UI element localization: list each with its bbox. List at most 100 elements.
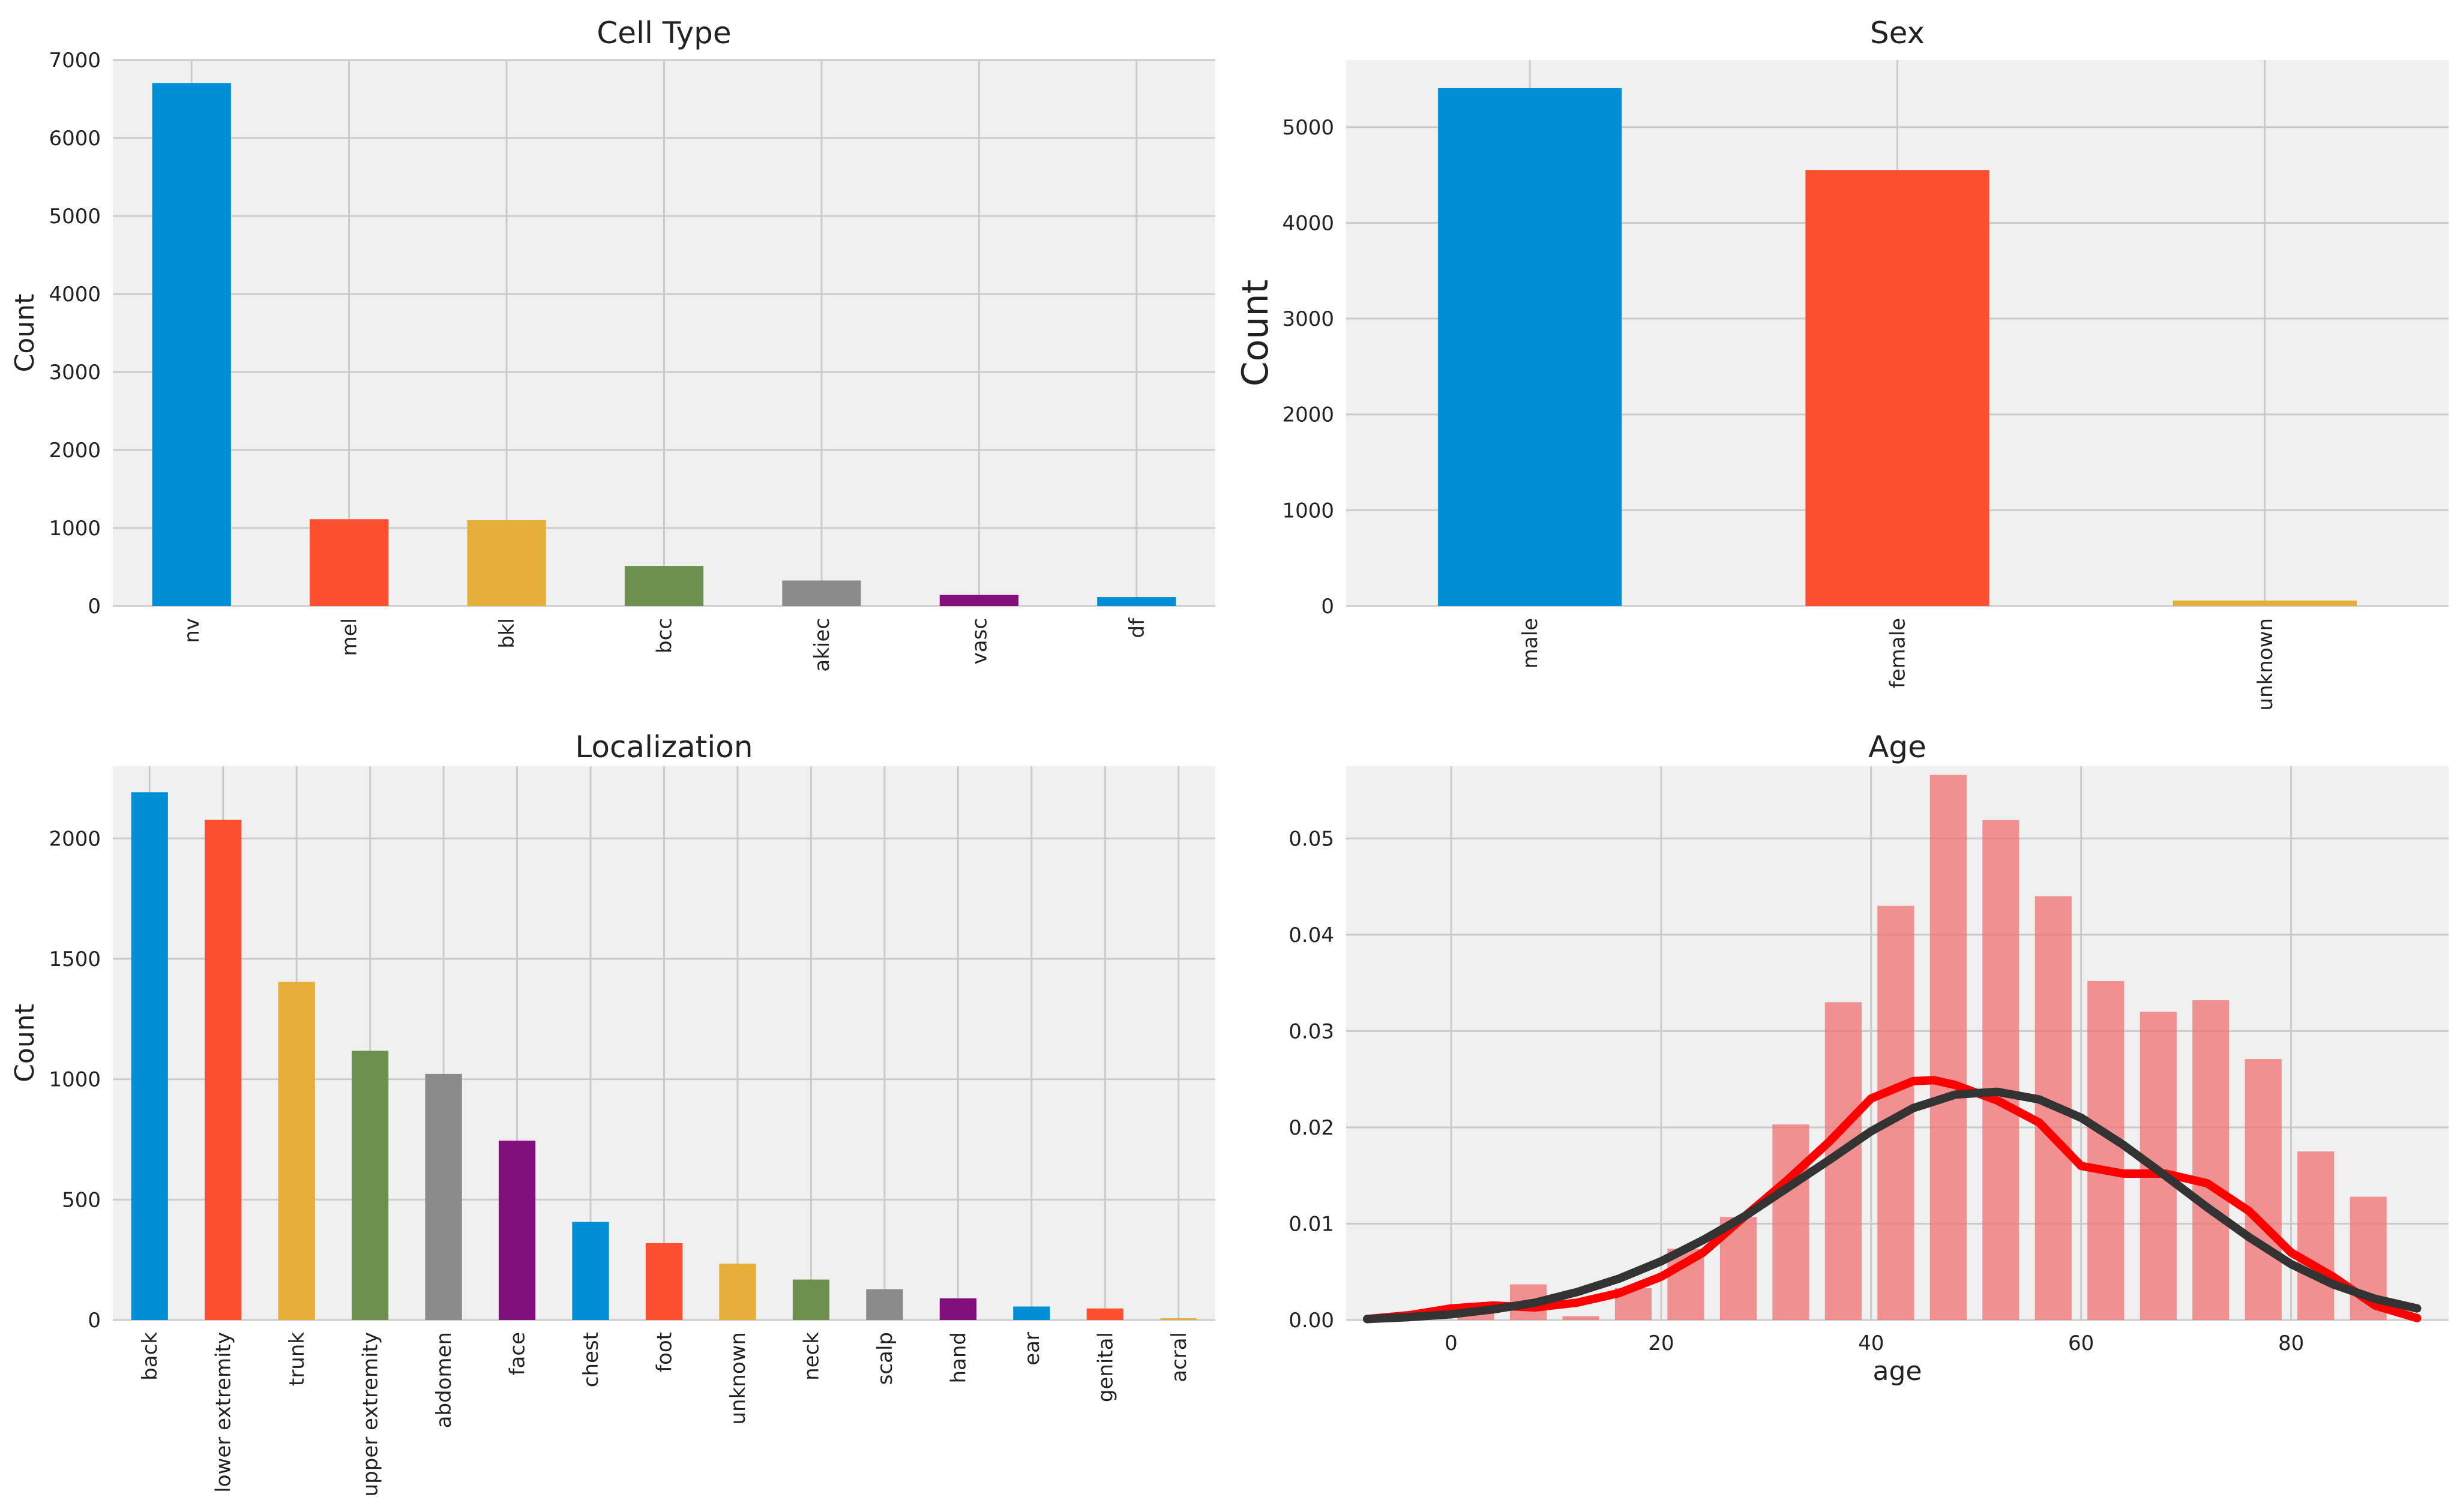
y-tick-label: 2000 <box>49 827 101 851</box>
y-tick-label: 0.01 <box>1289 1212 1334 1236</box>
x-tick-label: bkl <box>495 618 519 649</box>
bar-mel <box>310 519 389 606</box>
x-tick-label: unknown <box>2254 618 2278 711</box>
bar-abdomen <box>425 1073 462 1320</box>
bar-female <box>1805 170 1989 606</box>
histogram-bar <box>1562 1316 1599 1320</box>
x-tick-label: bcc <box>653 618 677 653</box>
bar-bkl <box>467 520 546 606</box>
bar-hand <box>939 1298 976 1320</box>
histogram-bar <box>2297 1151 2335 1320</box>
bar-foot <box>645 1243 683 1320</box>
bar-vasc <box>939 595 1018 606</box>
bar-akiec <box>782 580 861 606</box>
bar-bcc <box>624 566 704 606</box>
y-tick-label: 4000 <box>49 283 101 307</box>
y-tick-label: 7000 <box>49 49 101 73</box>
bar-unknown <box>719 1264 756 1320</box>
bar-back <box>131 792 168 1320</box>
x-tick-label: 0 <box>1445 1331 1458 1355</box>
histogram-bar <box>2192 1000 2230 1320</box>
y-tick-label: 500 <box>62 1188 101 1212</box>
y-axis-label: Count <box>10 294 40 373</box>
x-tick-label: ear <box>1020 1332 1044 1366</box>
localization-panel: Localization Count 0 500 1000 1500 2000 back low… <box>10 730 1215 1496</box>
y-axis-label: Count <box>10 1004 40 1082</box>
x-tick-label: back <box>138 1332 162 1381</box>
x-tick-label: upper extremity <box>359 1332 383 1496</box>
y-tick-label: 0.02 <box>1289 1116 1334 1140</box>
bar-genital <box>1086 1308 1123 1320</box>
chart-title: Cell Type <box>597 16 731 50</box>
x-tick-label: unknown <box>726 1332 750 1425</box>
kde-curve-red <box>1363 1076 2422 1324</box>
cell-type-panel: Cell Type Count 0 1000 2000 3000 4000 5000 6000 7… <box>10 16 1215 672</box>
x-tick-label: female <box>1886 618 1910 688</box>
histogram-bar <box>2087 980 2125 1320</box>
y-tick-label: 1000 <box>49 517 101 541</box>
x-tick-label: 80 <box>2278 1331 2304 1355</box>
age-panel: Age 0.00 0.01 0.02 0.03 0.04 0.05 0 20 40 60 80 age <box>1289 730 2449 1387</box>
x-tick-label: face <box>506 1332 530 1375</box>
histogram-bar <box>2245 1058 2282 1320</box>
x-tick-label: akiec <box>810 618 834 672</box>
y-tick-label: 0 <box>1321 595 1334 619</box>
x-tick-label: nv <box>180 618 204 643</box>
bar-nv <box>152 83 231 607</box>
y-tick-label: 4000 <box>1282 211 1334 235</box>
x-tick-label: hand <box>946 1332 970 1384</box>
chart-title: Sex <box>1870 16 1925 50</box>
y-tick-label: 1000 <box>1282 499 1334 523</box>
y-tick-label: 5000 <box>1282 116 1334 140</box>
y-tick-label: 0.05 <box>1289 827 1334 851</box>
x-tick-label: chest <box>579 1332 603 1387</box>
x-tick-label: foot <box>653 1332 677 1372</box>
chart-title: Localization <box>575 730 753 764</box>
y-tick-label: 0 <box>88 595 101 619</box>
x-tick-label: lower extremity <box>212 1332 236 1493</box>
bar-acral <box>1160 1318 1197 1320</box>
x-tick-label: 40 <box>1858 1331 1884 1355</box>
y-tick-label: 2000 <box>1282 403 1334 427</box>
y-axis-label: Count <box>1235 280 1277 386</box>
y-tick-label: 2000 <box>49 439 101 463</box>
x-tick-label: acral <box>1167 1332 1191 1382</box>
y-tick-label: 0.00 <box>1289 1309 1334 1333</box>
x-tick-label: abdomen <box>432 1332 456 1428</box>
bar-face <box>498 1141 536 1320</box>
x-tick-label: male <box>1518 618 1542 668</box>
y-tick-label: 0 <box>88 1309 101 1333</box>
x-tick-label: genital <box>1093 1332 1117 1402</box>
bar-upper-extremity <box>352 1051 389 1320</box>
y-tick-label: 6000 <box>49 127 101 151</box>
y-tick-label: 0.04 <box>1289 923 1334 947</box>
bar-lower-extremity <box>205 820 242 1320</box>
sex-panel: Sex Count 0 1000 2000 3000 4000 5000 male female u… <box>1235 16 2449 711</box>
bar-unknown <box>2173 600 2357 606</box>
y-tick-label: 5000 <box>49 205 101 229</box>
x-tick-label: df <box>1125 617 1149 638</box>
chart-title: Age <box>1868 730 1926 764</box>
bar-df <box>1097 597 1176 606</box>
x-tick-label: vasc <box>967 618 991 664</box>
x-tick-label: 60 <box>2068 1331 2094 1355</box>
y-tick-label: 0.03 <box>1289 1019 1334 1043</box>
normal-fit-curve-black <box>1363 1087 2422 1324</box>
bar-scalp <box>866 1289 903 1320</box>
x-axis-label: age <box>1873 1356 1922 1387</box>
histogram-bar <box>1772 1124 1809 1320</box>
y-tick-label: 1000 <box>49 1068 101 1092</box>
bar-neck <box>792 1279 830 1320</box>
y-tick-label: 3000 <box>49 361 101 385</box>
histogram-bar <box>1982 820 2019 1320</box>
x-tick-label: trunk <box>285 1332 309 1386</box>
bar-trunk <box>278 982 315 1320</box>
bar-chest <box>572 1222 609 1320</box>
histogram-bar <box>1929 775 1967 1320</box>
x-tick-label: mel <box>338 618 362 656</box>
bar-ear <box>1013 1306 1050 1320</box>
y-tick-label: 1500 <box>49 947 101 971</box>
bar-male <box>1438 88 1622 607</box>
x-tick-label: 20 <box>1648 1331 1674 1355</box>
